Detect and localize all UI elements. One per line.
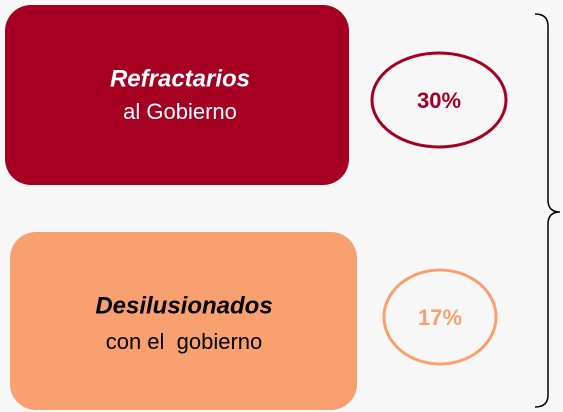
value-ellipse (382, 268, 498, 366)
group-box (10, 232, 357, 410)
group-subtitle: con el gobierno (106, 329, 263, 354)
brace (534, 13, 561, 408)
group-box (5, 5, 349, 185)
group-title: Refractarios (110, 65, 250, 92)
group-value: 30% (417, 88, 461, 113)
group-subtitle: al Gobierno (123, 99, 237, 124)
value-ellipse (370, 51, 508, 149)
group-title: Desilusionados (95, 292, 272, 319)
group-value: 17% (418, 305, 462, 330)
